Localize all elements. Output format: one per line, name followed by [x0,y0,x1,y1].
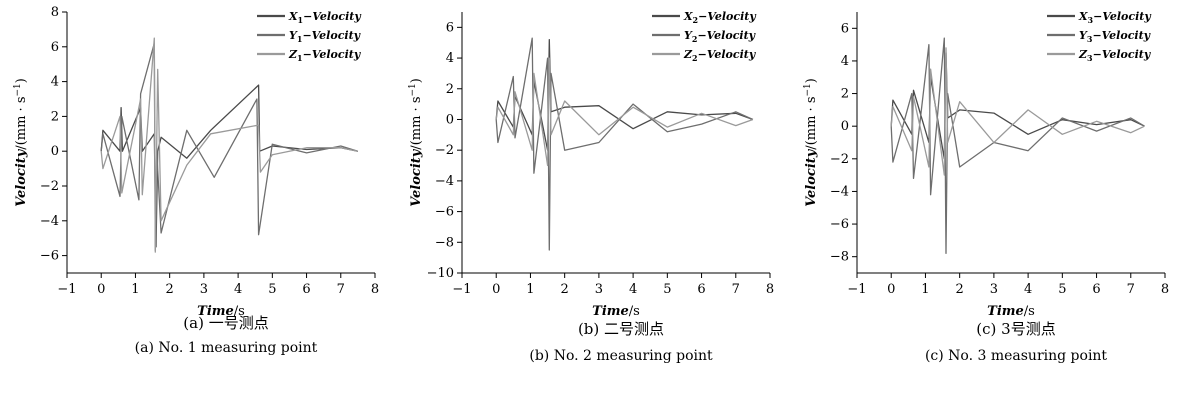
y-tick-label: −2 [830,152,849,167]
x-tick-label: 7 [1127,282,1135,297]
y-tick-label: 6 [51,40,59,55]
series-line-y2 [495,37,754,251]
x-tick-label: 6 [302,282,310,297]
caption-cn: (b) 二号测点 [578,320,664,338]
x-tick-label: 6 [1092,282,1100,297]
legend-label: Z3−Velocity [1078,48,1152,63]
x-tick-label: 1 [921,282,929,297]
legend-label: X1−Velocity [288,10,362,25]
x-tick-label: 7 [337,282,345,297]
x-tick-label: 4 [234,282,242,297]
y-tick-label: −4 [830,184,849,199]
legend-label: Y2−Velocity [684,29,757,44]
y-tick-label: 2 [446,82,454,97]
x-tick-label: −1 [452,282,471,297]
y-tick-label: −2 [40,179,59,194]
x-tick-label: 5 [1058,282,1066,297]
caption-en: (a) No. 1 measuring point [135,340,318,356]
y-tick-label: 6 [446,20,454,35]
legend-label: Z2−Velocity [683,48,757,63]
y-tick-label: 2 [51,109,59,124]
series-line-z1 [100,37,359,253]
y-tick-label: 0 [446,112,454,127]
y-tick-label: 2 [841,87,849,102]
y-tick-label: −6 [830,217,849,232]
x-axis-title: Time/s [987,304,1035,319]
x-tick-label: 5 [268,282,276,297]
x-tick-label: 2 [561,282,569,297]
legend-label: X2−Velocity [683,10,757,25]
x-tick-label: 1 [131,282,139,297]
x-tick-label: −1 [57,282,76,297]
x-tick-label: 8 [371,282,379,297]
caption-cn: (a) 一号测点 [183,314,268,332]
y-tick-label: −6 [40,249,59,264]
x-tick-label: 2 [956,282,964,297]
x-tick-label: 8 [1161,282,1169,297]
x-tick-label: −1 [847,282,866,297]
y-tick-label: −6 [435,205,454,220]
y-tick-label: −10 [427,266,454,281]
x-tick-label: 4 [629,282,637,297]
chart-panel-1: −1 0 1 2 3 4 5 6 7 8 −6 −4 −2 0 2 4 6 8 Time/s Velocity/(mm… [13,5,379,356]
x-tick-label: 1 [526,282,534,297]
x-tick-label: 3 [200,282,208,297]
x-tick-label: 7 [732,282,740,297]
legend-label: Y3−Velocity [1079,29,1152,44]
x-tick-label: 0 [97,282,105,297]
caption-en: (c) No. 3 measuring point [925,348,1107,364]
y-tick-label: −8 [435,235,454,250]
y-tick-label: −4 [40,214,59,229]
x-tick-label: 8 [766,282,774,297]
y-tick-label: 0 [51,144,59,159]
series-line-y1 [100,42,359,252]
legend-label: Z1−Velocity [288,48,362,63]
y-tick-label: −8 [830,250,849,265]
legend-label: X3−Velocity [1078,10,1152,25]
x-tick-label: 5 [663,282,671,297]
y-tick-label: −4 [435,174,454,189]
y-tick-label: 8 [51,5,59,20]
y-tick-label: 4 [446,51,454,66]
x-tick-label: 0 [887,282,895,297]
y-tick-label: 4 [51,75,59,90]
series-line-z2 [495,57,754,167]
x-tick-label: 6 [697,282,705,297]
y-axis-title: Velocity/(mm · s−1) [803,78,819,207]
legend-label: Y1−Velocity [289,29,362,44]
y-tick-label: 6 [841,21,849,36]
series-line-z3 [890,47,1145,176]
x-axis-title: Time/s [197,304,245,319]
caption-en: (b) No. 2 measuring point [529,348,713,364]
y-tick-label: 4 [841,54,849,69]
chart-panel-2: −1 0 1 2 3 4 5 6 7 8−10−8−6−4−20246Time/sVelocity… [408,10,774,364]
caption-cn: (c) 3号测点 [976,320,1055,338]
y-axis-title: Velocity/(mm · s−1) [408,78,424,207]
chart-panel-3: −1 0 1 2 3 4 5 6 7 8 −8 −6 −4 −2 0 2 4 6 Time/s Velocity/(m… [803,10,1169,364]
y-axis-title: Velocity/(mm · s−1) [13,78,29,207]
y-tick-label: 0 [841,119,849,134]
x-tick-label: 0 [492,282,500,297]
x-tick-label: 3 [595,282,603,297]
x-axis-title: Time/s [592,304,640,319]
x-tick-label: 4 [1024,282,1032,297]
x-tick-label: 3 [990,282,998,297]
x-tick-label: 2 [166,282,174,297]
y-tick-label: −2 [435,143,454,158]
